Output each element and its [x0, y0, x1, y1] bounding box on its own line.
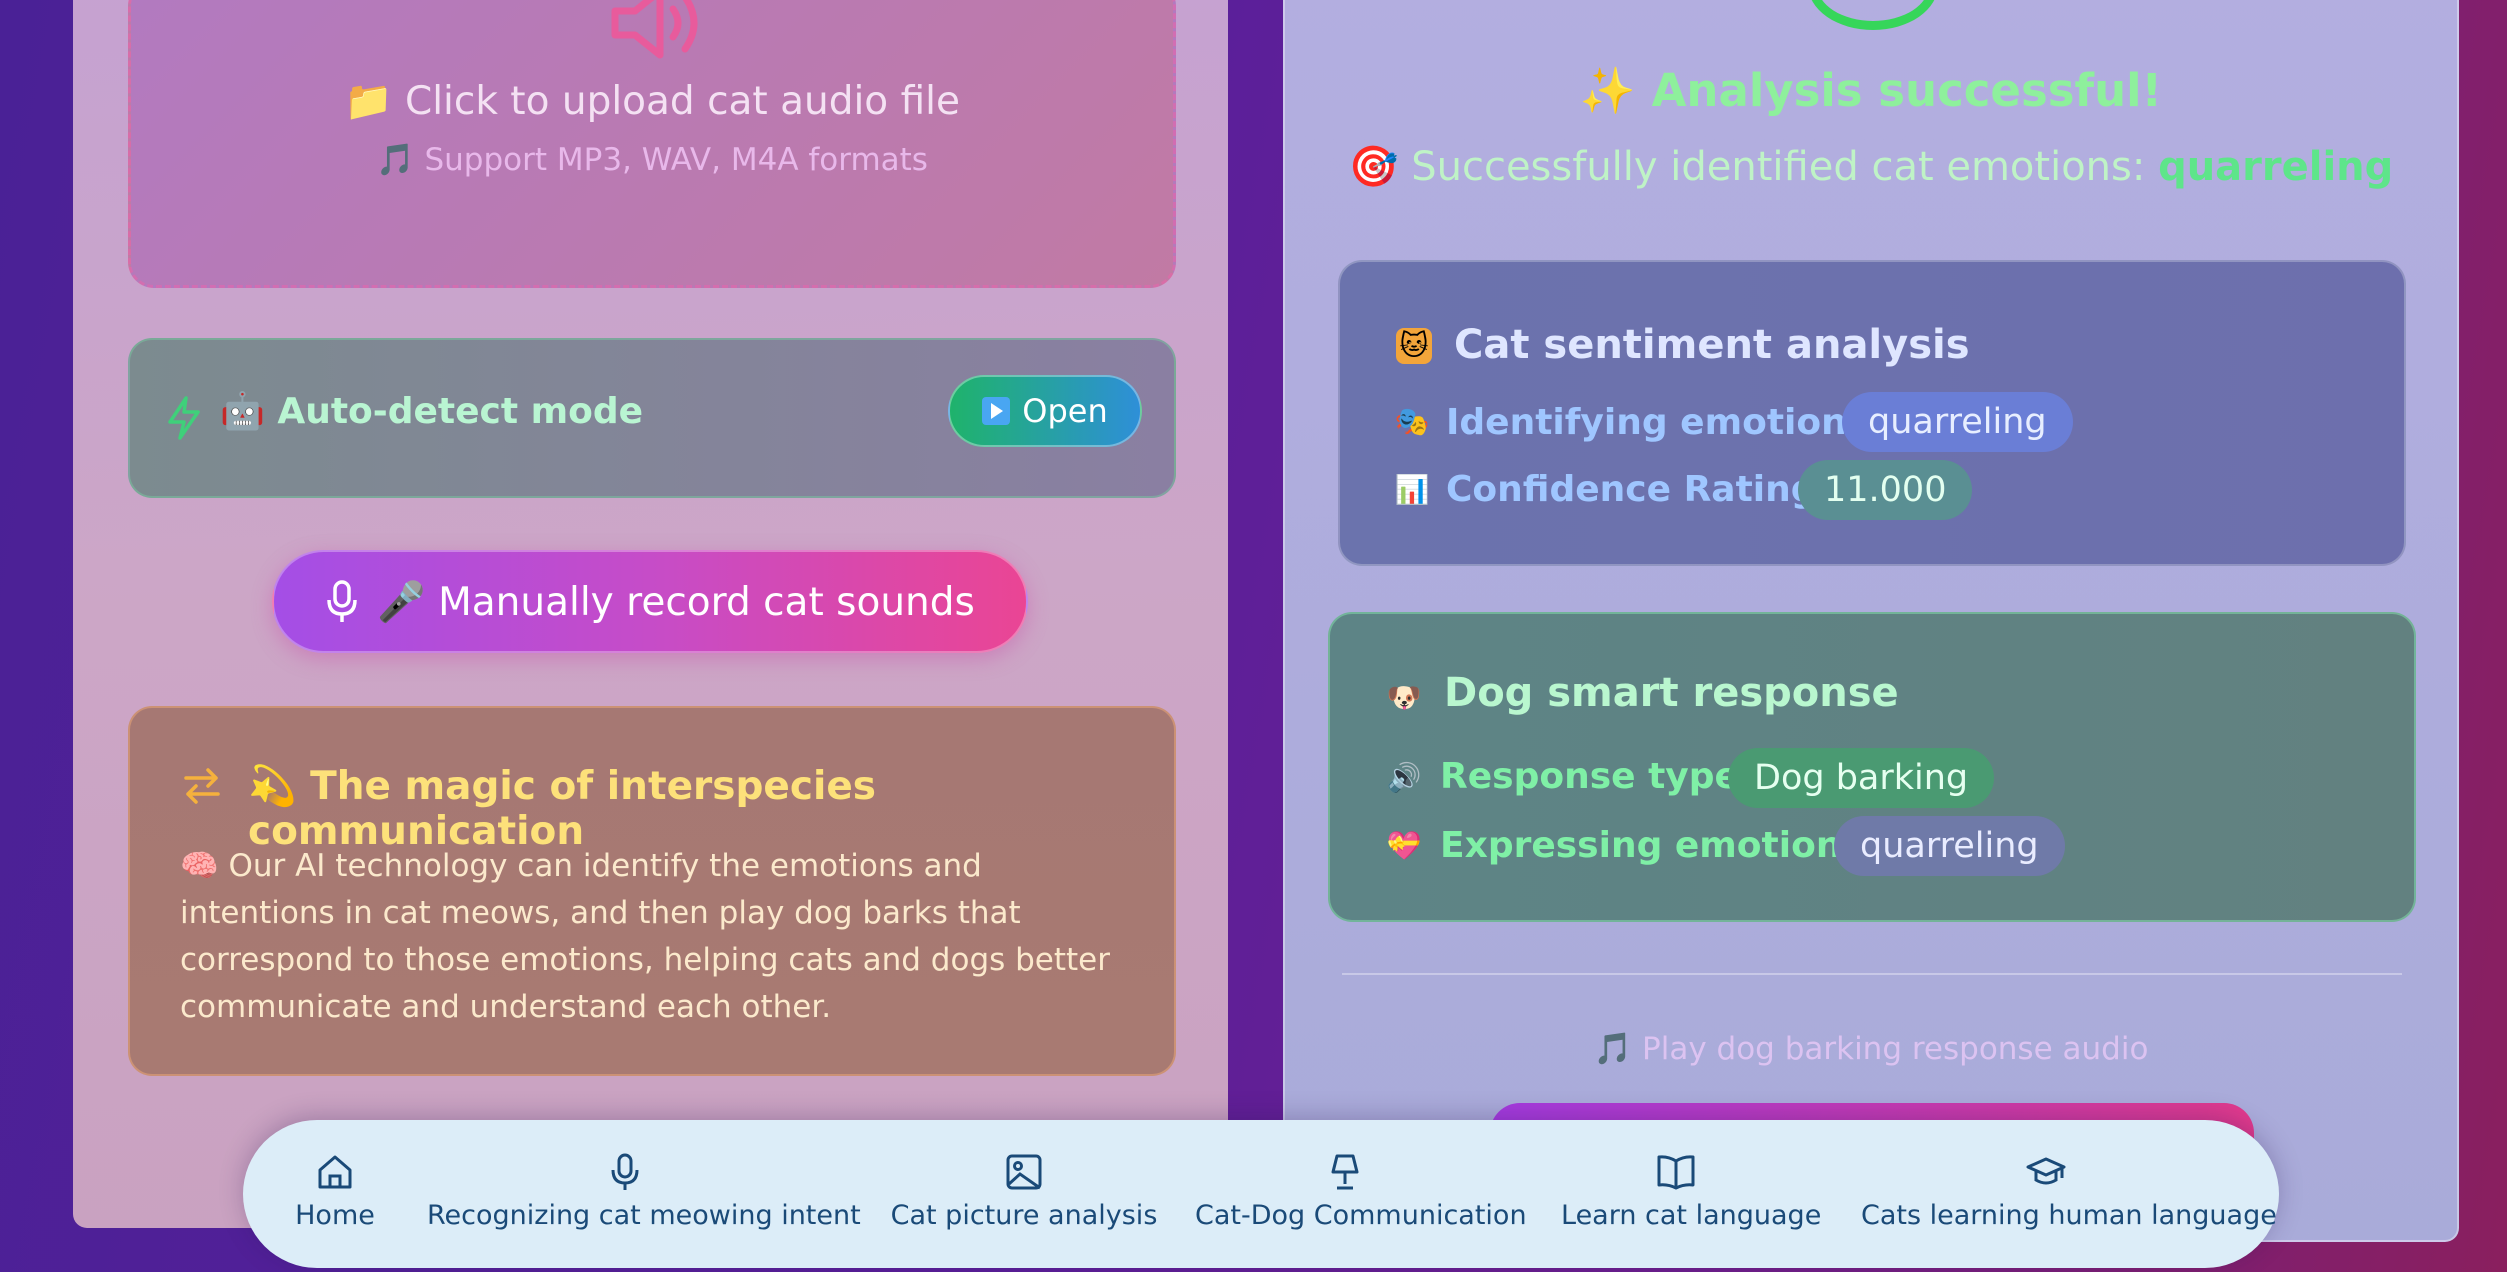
magic-card-title: 💫 The magic of interspecies communicatio… [248, 764, 876, 854]
emotion-badge: quarreling [1842, 392, 2073, 452]
microphone-icon [611, 1153, 639, 1190]
image-icon [1006, 1154, 1042, 1190]
microphone-icon [327, 579, 357, 622]
theater-masks-icon: 🎭 [1394, 405, 1430, 438]
response-type-badge: Dog barking [1728, 748, 1995, 808]
nav-label-meow-intent: Recognizing cat meowing intent [427, 1200, 861, 1231]
record-button-label: 🎤 Manually record cat sounds [377, 579, 975, 625]
analysis-success-title: ✨ Analysis successful! [1579, 64, 2163, 117]
confidence-label: Confidence Rating: [1446, 469, 1831, 510]
dog-face-icon: 🐶 [1386, 681, 1422, 714]
confidence-badge: 11.000 [1798, 460, 1973, 520]
graduation-cap-icon [2026, 1157, 2066, 1185]
nav-item-meow-intent[interactable]: Recognizing cat meowing intent [427, 1152, 861, 1231]
nav-label-picture-analysis: Cat picture analysis [890, 1200, 1158, 1231]
swap-arrows-icon [184, 768, 220, 804]
auto-detect-toggle-button[interactable]: Open [948, 375, 1142, 447]
nav-label-learn-cat-language: Learn cat language [1561, 1200, 1822, 1231]
speaker-icon [611, 0, 698, 59]
upload-title: 📁 Click to upload cat audio file [344, 79, 960, 124]
open-button-label: Open [1022, 392, 1108, 430]
lamp-icon [1331, 1154, 1359, 1190]
nav-label-cat-dog-communication: Cat-Dog Communication [1195, 1200, 1527, 1231]
play-icon [982, 397, 1011, 425]
magic-card-description: 🧠 Our AI technology can identify the emo… [180, 848, 1110, 1025]
response-card-title: Dog smart response [1444, 670, 1899, 716]
upload-dropzone[interactable]: 📁 Click to upload cat audio file 🎵 Suppo… [128, 0, 1176, 288]
expressing-emotions-badge: quarreling [1834, 816, 2065, 876]
nav-label-cats-learning-human-language: Cats learning human language [1861, 1200, 2277, 1231]
response-type-label: Response type: [1440, 756, 1754, 797]
cat-face-icon: 🐱 [1396, 328, 1432, 364]
sentiment-card-title: Cat sentiment analysis [1454, 322, 1970, 368]
upload-formats-hint: 🎵 Support MP3, WAV, M4A formats [376, 142, 928, 178]
nav-item-learn-cat-language[interactable]: Learn cat language [1561, 1152, 1822, 1231]
expressing-emotions-label: Expressing emotions: [1440, 825, 1878, 866]
record-cat-sounds-button[interactable]: 🎤 Manually record cat sounds [272, 550, 1028, 653]
bolt-icon [168, 396, 200, 440]
nav-item-cat-dog-communication[interactable]: Cat-Dog Communication [1195, 1152, 1527, 1231]
emotion-label: Identifying emotions: [1446, 402, 1883, 443]
bottom-navigation: Home Recognizing cat meowing intent Cat … [243, 1120, 2279, 1268]
speaker-small-icon: 🔊 [1386, 761, 1422, 794]
analysis-success-message: 🎯 Successfully identified cat emotions: … [1283, 143, 2459, 190]
play-audio-label: 🎵 Play dog barking response audio [1593, 1031, 2149, 1067]
auto-detect-label: 🤖 Auto-detect mode [220, 391, 644, 432]
nav-label-home: Home [295, 1200, 375, 1231]
book-icon [1657, 1155, 1695, 1190]
nav-item-cats-learning-human-language[interactable]: Cats learning human language [1861, 1152, 2277, 1231]
interspecies-info-card: 💫 The magic of interspecies communicatio… [128, 706, 1176, 1076]
bar-chart-icon: 📊 [1394, 473, 1430, 506]
home-icon [318, 1155, 352, 1189]
nav-item-picture-analysis[interactable]: Cat picture analysis [887, 1152, 1161, 1231]
section-divider [1342, 973, 2402, 975]
dog-response-card: 🐶 Dog smart response 🔊 Response type: Do… [1328, 612, 2416, 922]
auto-detect-card: 🤖 Auto-detect mode Open [128, 338, 1176, 498]
identified-emotion: quarreling [2158, 144, 2394, 190]
cat-sentiment-card: 🐱 Cat sentiment analysis 🎭 Identifying e… [1338, 260, 2406, 566]
heart-icon: 💝 [1386, 829, 1422, 862]
success-message-prefix: 🎯 Successfully identified cat emotions: [1348, 144, 2159, 190]
nav-item-home[interactable]: Home [289, 1152, 381, 1231]
